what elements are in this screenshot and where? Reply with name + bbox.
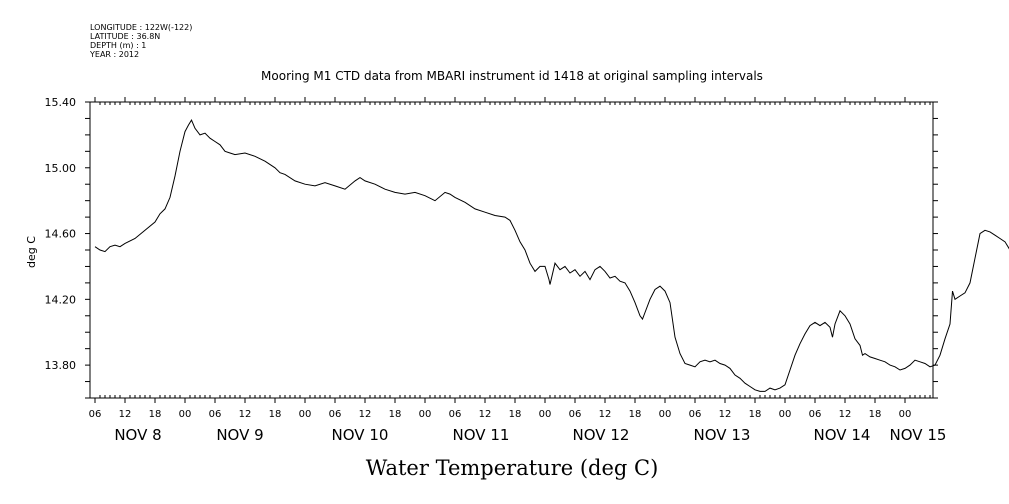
x-hour-label: 12 <box>239 409 252 420</box>
y-tick-labels: 13.80 14.20 14.60 15.00 15.40 <box>45 96 77 372</box>
x-hour-label: 18 <box>269 409 282 420</box>
x-hour-label: 00 <box>779 409 792 420</box>
y-tick-label: 13.80 <box>45 359 77 372</box>
x-hour-label: 12 <box>599 409 612 420</box>
y-tick-label: 14.20 <box>45 293 77 306</box>
x-hour-label: 18 <box>749 409 762 420</box>
x-hour-label: 12 <box>359 409 372 420</box>
x-hour-label: 18 <box>869 409 882 420</box>
x-hour-label: 06 <box>89 409 102 420</box>
x-hour-label: 06 <box>329 409 342 420</box>
y-tick-label: 15.40 <box>45 96 77 109</box>
x-hour-label: 00 <box>419 409 432 420</box>
temperature-series-line <box>94 119 1009 392</box>
x-hour-label: 12 <box>839 409 852 420</box>
y-tick-label: 14.60 <box>45 228 77 241</box>
x-hour-label: 00 <box>899 409 912 420</box>
x-hour-label: 00 <box>539 409 552 420</box>
x-hour-labels: 06 12 18 00 06 12 18 00 06 12 18 00 06 12 18 00 06 12 18 00… <box>89 409 912 420</box>
y-axis-label: deg C <box>25 236 38 268</box>
metadata-longitude: LONGITUDE : 122W(-122) <box>90 23 192 32</box>
metadata-depth: DEPTH (m) : 1 <box>90 41 146 50</box>
x-hour-label: 18 <box>389 409 402 420</box>
chart-title: Mooring M1 CTD data from MBARI instrumen… <box>261 69 763 83</box>
x-day-label: NOV 14 <box>814 426 871 444</box>
metadata-latitude: LATITUDE : 36.8N <box>90 32 160 41</box>
x-day-label: NOV 8 <box>114 426 161 444</box>
x-hour-label: 18 <box>149 409 162 420</box>
x-day-label: NOV 12 <box>573 426 630 444</box>
x-day-label: NOV 13 <box>694 426 751 444</box>
y-tick-label: 15.00 <box>45 162 77 175</box>
metadata-block: LONGITUDE : 122W(-122) LATITUDE : 36.8N … <box>89 23 192 59</box>
x-hour-label: 12 <box>479 409 492 420</box>
x-hour-label: 00 <box>299 409 312 420</box>
x-day-label: NOV 11 <box>453 426 510 444</box>
plot-frame <box>89 101 934 399</box>
x-hour-label: 00 <box>179 409 192 420</box>
x-hour-label: 12 <box>119 409 132 420</box>
x-day-label: NOV 15 <box>890 426 947 444</box>
x-hour-label: 06 <box>569 409 582 420</box>
x-hour-label: 06 <box>689 409 702 420</box>
x-hour-label: 12 <box>719 409 732 420</box>
x-hour-label: 18 <box>509 409 522 420</box>
plot-axes <box>85 97 938 403</box>
x-hour-label: 06 <box>809 409 822 420</box>
x-day-label: NOV 9 <box>216 426 263 444</box>
x-hour-label: 18 <box>629 409 642 420</box>
x-day-label: NOV 10 <box>332 426 389 444</box>
metadata-year: YEAR : 2012 <box>89 50 139 59</box>
x-axis-label: Water Temperature (deg C) <box>366 456 659 480</box>
x-day-labels: NOV 8 NOV 9 NOV 10 NOV 11 NOV 12 NOV 13 NOV 14… <box>114 426 946 444</box>
x-hour-label: 06 <box>449 409 462 420</box>
x-hour-label: 00 <box>659 409 672 420</box>
x-hour-label: 06 <box>209 409 222 420</box>
